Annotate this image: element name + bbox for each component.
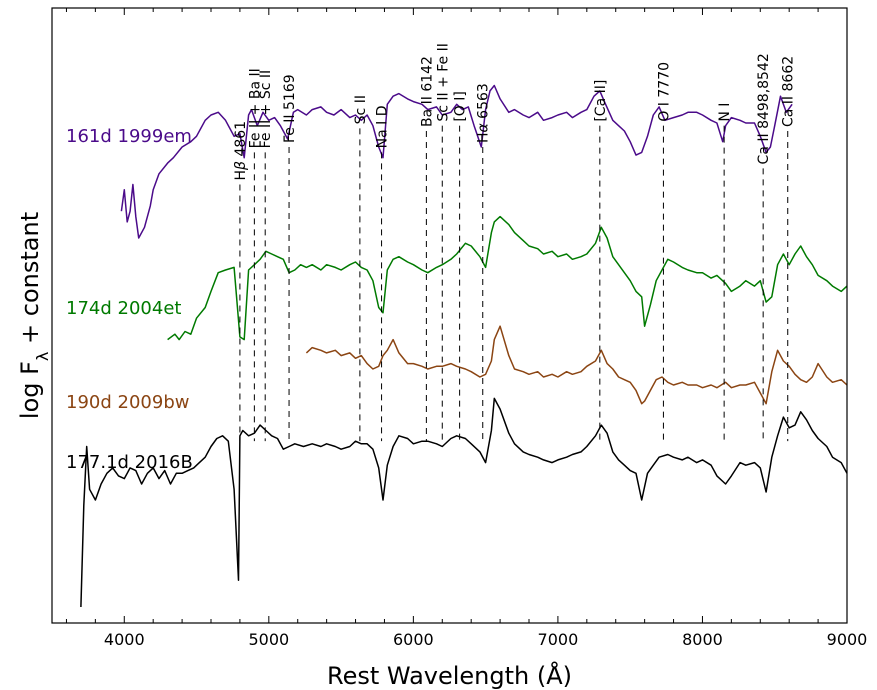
line-id-label-3: Fe II 5169 [282, 74, 298, 143]
x-tick-label-5: 9000 [827, 630, 868, 649]
x-axis-ticks: 4000 5000 6000 7000 8000 9000 [65, 8, 868, 649]
series-line-1 [167, 215, 848, 341]
series-line-0 [120, 84, 793, 239]
line-id-label-14: Ca II 8662 [781, 56, 797, 127]
line-id-label-13: Ca II 8498,8542 [756, 53, 772, 164]
line-id-label-11: O I 7770 [656, 62, 672, 122]
line-id-label-7: Sc II + Fe II [435, 43, 451, 122]
x-tick-label-1: 5000 [248, 630, 289, 649]
plot-frame [51, 7, 848, 624]
line-id-label-5: Na I D [375, 106, 391, 149]
series-label-3: 177.1d 2016B [66, 452, 193, 473]
y-axis-title-rest: + constant [16, 212, 44, 352]
series-label-1: 174d 2004et [66, 298, 181, 319]
line-id-label-4: Sc II [353, 95, 369, 124]
line-id-label-12: N I [717, 103, 733, 122]
y-axis-title: log Fλ + constant [16, 212, 52, 419]
line-id-label-9: Hα 6563 [476, 83, 492, 143]
y-axis-title-main: log F [16, 361, 44, 419]
y-axis-title-sub: λ [33, 352, 52, 361]
series-line-3 [80, 397, 848, 608]
line-id-label-10: [Ca II] [593, 80, 609, 122]
line-id-label-6: Ba II 6142 [419, 56, 435, 127]
series-layer [80, 84, 848, 608]
line-id-label-0: Hβ 4861 [233, 121, 249, 181]
x-tick-label-0: 4000 [104, 630, 145, 649]
x-tick-label-2: 6000 [393, 630, 434, 649]
x-tick-label-3: 7000 [538, 630, 579, 649]
x-tick-label-4: 8000 [682, 630, 723, 649]
series-label-0: 161d 1999em [66, 126, 192, 147]
x-axis-title: Rest Wavelength (Å) [327, 661, 572, 690]
line-id-label-2: Fe II + Sc II [258, 70, 274, 149]
series-line-2 [305, 325, 848, 405]
line-id-label-8: [O I] [453, 91, 469, 122]
series-labels: 161d 1999em 174d 2004et 190d 2009bw 177.1d … [66, 126, 193, 473]
line-id-label-1: Fe II + Ba II [247, 68, 263, 148]
series-label-2: 190d 2009bw [66, 392, 189, 413]
